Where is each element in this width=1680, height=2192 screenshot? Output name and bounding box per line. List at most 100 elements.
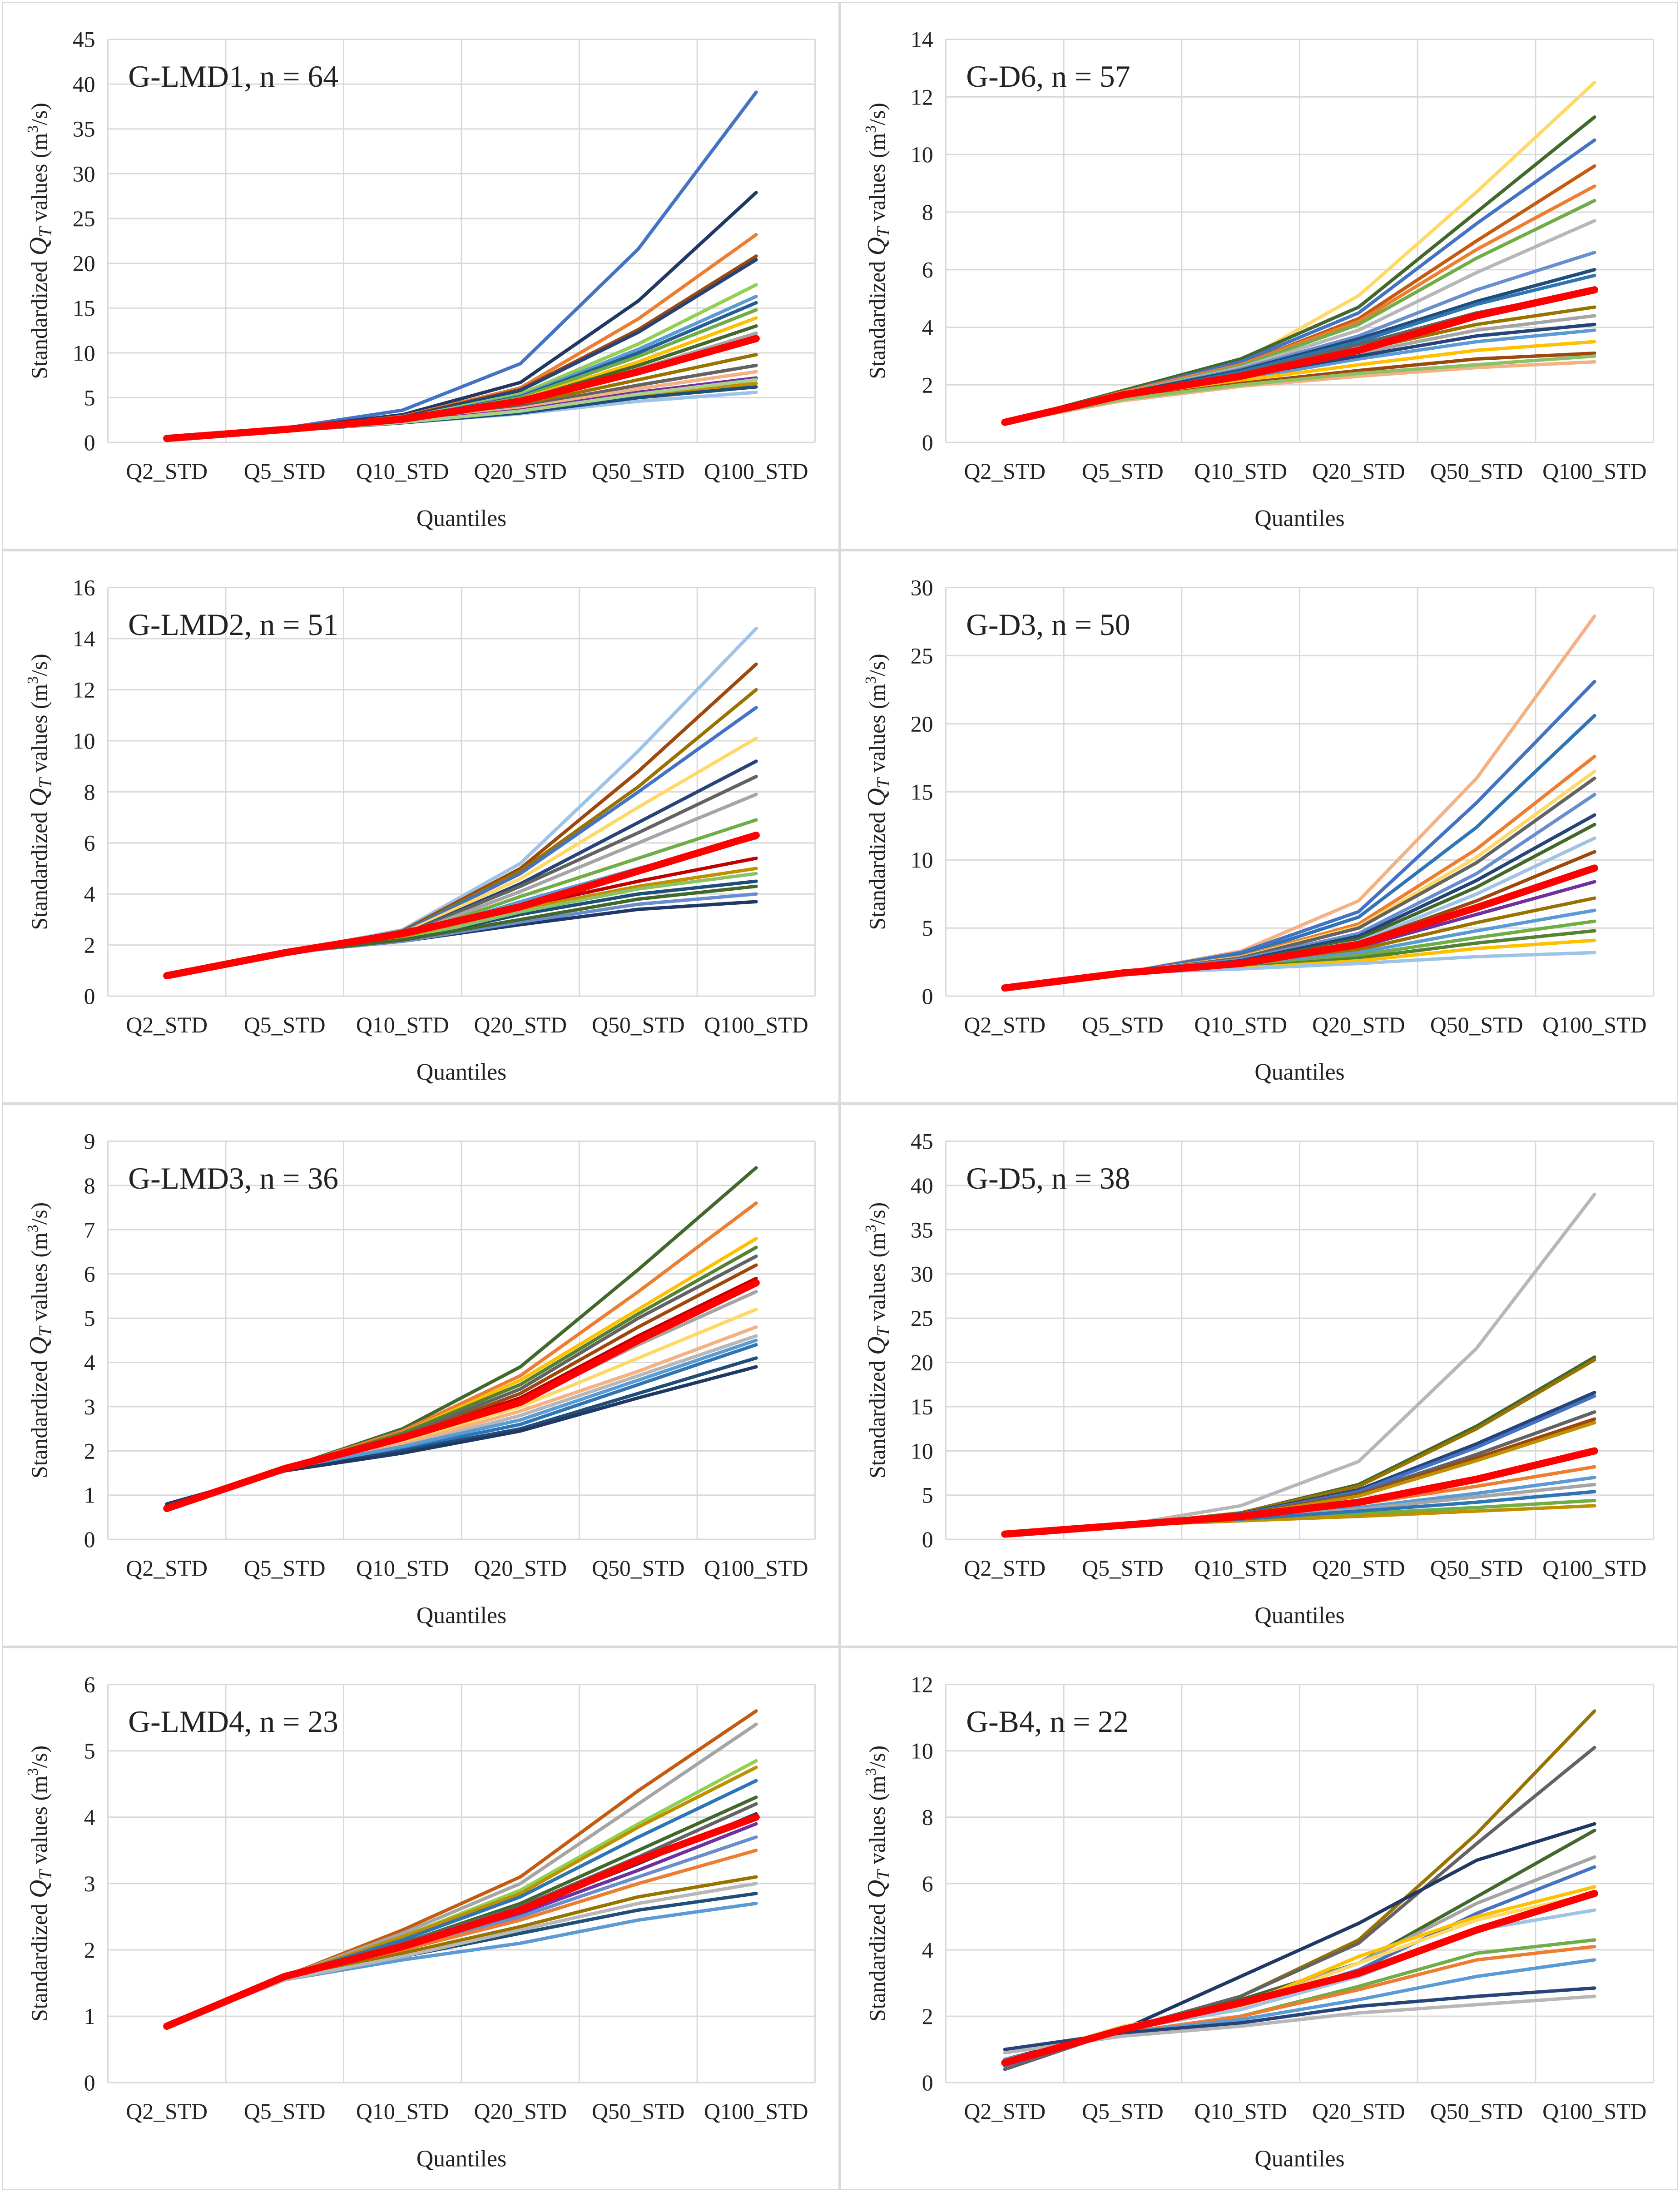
y-tick-label: 20 [911,1350,933,1375]
x-tick-label: Q5_STD [1082,1012,1164,1037]
y-tick-label: 25 [911,1306,933,1331]
chart-panel-8: 0 2 4 6 8 10 12 Q2_STD Q5_STD Q10_STD Q20_STD Q50_S… [840,1647,1678,2190]
mean-series-line [1001,864,1598,992]
y-tick-label: 30 [73,161,95,186]
y-tick-label: 0 [84,1527,95,1552]
y-tick-label: 15 [73,296,95,321]
line-chart: 0 5 10 15 20 25 30 35 40 45 Q2_STD Q5_STD Q10_STD Q20… [862,1129,1655,1628]
y-tick-label: 10 [73,729,95,754]
y-tick-label: 15 [911,779,933,804]
line-chart: 0 5 10 15 20 25 30 35 40 45 Q2_STD Q5_STD Q10_STD Q20… [25,27,816,531]
x-tick-label: Q100_STD [704,2099,808,2124]
series-group [163,90,760,442]
x-tick-label: Q2_STD [126,459,208,484]
y-tick-label: 2 [922,2004,933,2029]
line-chart: 0 2 4 6 8 10 12 14 Q2_STD Q5_STD Q10_STD Q20_STD Q50… [862,27,1655,531]
x-tick-label: Q20_STD [1312,459,1405,484]
y-tick-label: 0 [922,984,933,1009]
series-group [1001,80,1598,426]
x-axis-label: Quantiles [1254,1059,1344,1085]
x-tick-label: Q50_STD [1430,1556,1523,1581]
line-chart: 0 2 4 6 8 10 12 14 16 Q2_STD Q5_STD Q10_STD Q20_STD Q… [25,575,816,1085]
y-tick-label: 12 [911,1672,933,1697]
chart-panel-2: 0 2 4 6 8 10 12 14 Q2_STD Q5_STD Q10_STD Q20_STD Q50… [840,2,1678,550]
series-group [163,1166,760,1512]
y-tick-label: 25 [73,206,95,231]
x-tick-label: Q5_STD [1082,2099,1164,2124]
panel-title: G-LMD1, n = 64 [128,60,338,94]
x-tick-label: Q5_STD [244,1556,326,1581]
x-tick-label: Q100_STD [704,1012,808,1037]
y-tick-label: 35 [73,117,95,142]
x-tick-label: Q2_STD [126,1012,208,1037]
y-tick-label: 15 [911,1394,933,1419]
x-tick-label: Q20_STD [474,2099,567,2124]
y-tick-label: 14 [911,27,933,52]
x-tick-label: Q100_STD [1542,459,1646,484]
x-tick-label: Q5_STD [244,2099,326,2124]
y-tick-label: 0 [84,430,95,455]
y-tick-label: 5 [84,385,95,410]
x-tick-label: Q20_STD [1312,2099,1405,2124]
chart-panel-3: 0 2 4 6 8 10 12 14 16 Q2_STD Q5_STD Q10_STD Q20_STD Q… [2,550,840,1104]
x-tick-label: Q10_STD [1194,1556,1287,1581]
y-tick-label: 4 [922,1938,933,1963]
y-tick-label: 35 [911,1217,933,1242]
y-axis-label: Standardized QT values (m3/s) [25,1746,55,2022]
y-tick-label: 10 [911,848,933,873]
x-tick-label: Q10_STD [1194,1012,1287,1037]
x-tick-label: Q10_STD [356,1012,449,1037]
y-tick-label: 10 [911,1438,933,1463]
x-tick-label: Q50_STD [592,1556,684,1581]
y-tick-label: 5 [84,1306,95,1331]
y-tick-label: 45 [911,1129,933,1154]
y-tick-label: 2 [84,1938,95,1963]
x-tick-label: Q100_STD [1542,2099,1646,2124]
mean-series-line [163,1813,760,2030]
x-tick-label: Q10_STD [1194,2099,1287,2124]
y-tick-label: 6 [922,1871,933,1896]
x-tick-label: Q5_STD [244,1012,326,1037]
y-tick-label: 1 [84,2004,95,2029]
y-tick-label: 0 [84,984,95,1009]
x-tick-label: Q100_STD [704,1556,808,1581]
x-tick-label: Q5_STD [244,459,326,484]
mean-series-line [163,1279,760,1512]
y-tick-label: 3 [84,1394,95,1419]
x-tick-label: Q10_STD [356,1556,449,1581]
y-tick-label: 20 [73,251,95,276]
y-tick-label: 0 [84,2070,95,2095]
panel-title: G-D5, n = 38 [966,1161,1130,1195]
y-axis-label: Standardized QT values (m3/s) [862,1202,893,1478]
y-tick-label: 0 [922,2070,933,2095]
x-tick-label: Q20_STD [474,1012,567,1037]
y-tick-label: 10 [73,341,95,366]
panel-title: G-LMD2, n = 51 [128,608,338,642]
y-tick-label: 2 [84,933,95,958]
mean-series-line [163,831,760,980]
x-tick-label: Q20_STD [474,459,567,484]
chart-panel-6: 0 5 10 15 20 25 30 35 40 45 Q2_STD Q5_STD Q10_STD Q20… [840,1104,1678,1647]
x-tick-label: Q2_STD [964,459,1046,484]
y-tick-label: 7 [84,1217,95,1242]
x-tick-label: Q100_STD [1542,1012,1646,1037]
y-tick-label: 20 [911,711,933,736]
x-axis-label: Quantiles [1254,2146,1344,2172]
mean-series-line [1001,1889,1598,2067]
y-tick-label: 5 [922,1483,933,1508]
y-tick-label: 4 [84,1805,95,1830]
x-axis-label: Quantiles [416,2146,506,2172]
y-tick-label: 16 [73,575,95,600]
x-tick-label: Q2_STD [126,2099,208,2124]
y-tick-label: 6 [84,1262,95,1287]
line-chart: 0 5 10 15 20 25 30 Q2_STD Q5_STD Q10_STD Q20_STD Q5… [862,575,1655,1085]
series-group [1001,614,1598,992]
x-axis-label: Quantiles [416,506,506,531]
series-line-s14 [1003,1994,1596,2055]
y-axis-label: Standardized QT values (m3/s) [25,1202,55,1478]
y-tick-label: 4 [922,315,933,340]
y-axis-label: Standardized QT values (m3/s) [862,654,893,930]
y-tick-label: 4 [84,882,95,907]
line-chart: 0 1 2 3 4 5 6 Q2_STD Q5_STD Q10_STD Q20_STD Q50_STD… [25,1672,816,2172]
y-axis-label: Standardized QT values (m3/s) [862,103,893,379]
